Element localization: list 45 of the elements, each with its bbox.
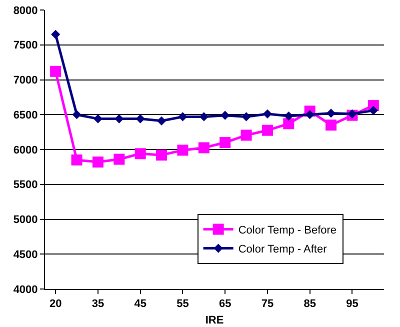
point: [71, 154, 82, 166]
legend-label: Color Temp - Before: [238, 224, 337, 237]
point: [198, 142, 210, 154]
point: [156, 116, 166, 126]
x-tick-label: 20: [49, 298, 62, 310]
point: [326, 120, 337, 131]
point: [283, 118, 294, 130]
y-tick-label: 7000: [13, 74, 38, 87]
point: [51, 30, 60, 39]
x-tick-label: 45: [134, 298, 146, 310]
point: [93, 114, 103, 124]
point: [134, 148, 146, 160]
x-tick-label: 85: [304, 298, 316, 310]
point: [50, 66, 62, 77]
point: [242, 112, 251, 122]
x-tick-label: 55: [176, 298, 189, 310]
y-tick-label: 4000: [13, 284, 38, 296]
y-tick-label: 7500: [13, 40, 38, 52]
y-tick-label: 5500: [13, 179, 38, 192]
point: [262, 109, 272, 118]
x-tick-label: 35: [92, 298, 104, 310]
x-axis-title: IRE: [205, 314, 224, 326]
x-tick-label: 75: [261, 298, 274, 310]
y-tick-label: 4500: [13, 248, 38, 261]
point: [305, 110, 314, 120]
point: [156, 150, 168, 161]
point: [326, 108, 336, 118]
point: [114, 154, 125, 165]
y-tick-label: 6000: [13, 144, 38, 156]
point: [220, 110, 230, 120]
point: [92, 156, 104, 168]
point: [240, 130, 252, 141]
x-tick-label: 95: [346, 298, 358, 310]
y-tick-label: 5000: [13, 214, 38, 226]
y-tick-label: 8000: [13, 4, 38, 17]
legend-label: Color Temp - After: [238, 244, 328, 256]
point: [368, 106, 378, 115]
point: [72, 110, 82, 120]
point: [262, 124, 273, 136]
y-tick-label: 6500: [13, 109, 38, 122]
point: [220, 137, 231, 148]
point: [348, 109, 357, 118]
point: [284, 111, 294, 121]
point: [177, 144, 188, 156]
x-tick-label: 65: [218, 298, 232, 310]
